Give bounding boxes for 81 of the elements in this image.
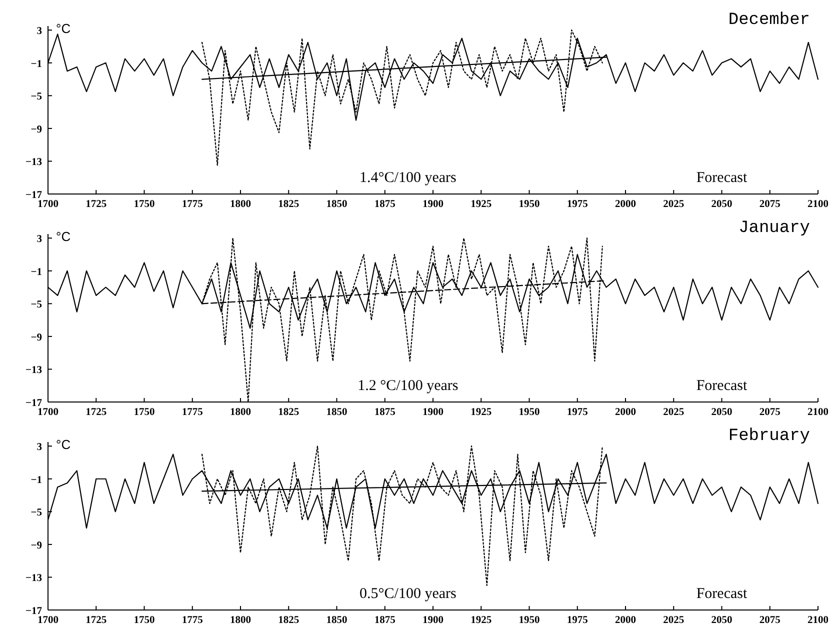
x-tick-label: 1775 (182, 615, 203, 626)
x-tick-label: 1875 (374, 615, 396, 626)
x-tick-label: 1950 (518, 407, 540, 418)
chart-title: February (728, 427, 810, 446)
y-tick-label: −13 (26, 157, 42, 168)
x-tick-label: 1750 (134, 199, 155, 210)
x-tick-label: 1800 (230, 407, 251, 418)
x-tick-label: 1825 (278, 199, 300, 210)
x-tick-label: 1800 (230, 615, 251, 626)
x-tick-label: 1725 (86, 407, 107, 418)
y-tick-label: −1 (30, 266, 42, 278)
y-axis-title: °C (56, 21, 71, 36)
x-tick-label: 1825 (278, 407, 300, 418)
x-tick-label: 1700 (38, 199, 58, 210)
x-tick-label: 2025 (663, 615, 684, 626)
chart-title: January (738, 219, 810, 238)
x-tick-label: 2000 (615, 615, 636, 626)
y-axis-title: °C (56, 229, 71, 244)
x-tick-label: 1800 (230, 199, 251, 210)
x-tick-label: 1925 (470, 199, 492, 210)
x-tick-label: 2000 (615, 199, 636, 210)
x-tick-label: 1825 (278, 615, 300, 626)
y-axis-title: °C (56, 437, 71, 452)
annotation: 0.5°C/100 years (360, 586, 457, 602)
y-tick-label: −9 (30, 332, 42, 344)
x-tick-label: 1975 (566, 199, 588, 210)
annotation: 1.4°C/100 years (360, 170, 457, 186)
x-tick-label: 1875 (374, 407, 396, 418)
x-tick-label: 1850 (326, 407, 348, 418)
x-tick-label: 1925 (470, 615, 492, 626)
x-tick-label: 2075 (759, 407, 780, 418)
x-tick-label: 1950 (518, 615, 540, 626)
x-tick-label: 1700 (38, 407, 58, 418)
x-tick-label: 2100 (808, 615, 828, 626)
y-tick-label: −1 (30, 474, 42, 486)
x-tick-label: 1725 (86, 199, 107, 210)
x-tick-label: 1975 (566, 407, 588, 418)
y-tick-label: −13 (26, 365, 42, 376)
y-tick-label: 3 (36, 442, 42, 454)
y-tick-label: −13 (26, 573, 42, 584)
x-tick-label: 1700 (38, 615, 58, 626)
y-tick-label: −1 (30, 58, 42, 70)
x-tick-label: 1900 (422, 407, 444, 418)
y-tick-label: −9 (30, 540, 42, 552)
annotation: Forecast (696, 378, 748, 394)
x-tick-label: 2025 (663, 407, 684, 418)
x-tick-label: 2025 (663, 199, 684, 210)
x-tick-label: 2100 (808, 199, 828, 210)
y-tick-label: −17 (26, 606, 42, 617)
x-tick-label: 1725 (86, 615, 107, 626)
annotation: Forecast (696, 170, 748, 186)
y-tick-label: 3 (36, 26, 42, 38)
x-tick-label: 1850 (326, 615, 348, 626)
y-tick-label: 3 (36, 234, 42, 246)
x-tick-label: 1925 (470, 407, 492, 418)
y-tick-label: −17 (26, 190, 42, 201)
x-tick-label: 1900 (422, 199, 444, 210)
annotation: Forecast (696, 586, 748, 602)
x-tick-label: 2100 (808, 407, 828, 418)
y-tick-label: −5 (30, 508, 42, 519)
y-tick-label: −9 (30, 124, 42, 136)
x-tick-label: 2000 (615, 407, 636, 418)
x-tick-label: 1775 (182, 407, 203, 418)
x-tick-label: 1950 (518, 199, 540, 210)
y-tick-label: −5 (30, 92, 42, 103)
annotation: 1.2 °C/100 years (358, 378, 458, 394)
y-tick-label: −5 (30, 300, 42, 311)
x-tick-label: 1850 (326, 199, 348, 210)
x-tick-label: 2050 (711, 407, 732, 418)
x-tick-label: 2050 (711, 615, 732, 626)
x-tick-label: 2075 (759, 615, 780, 626)
x-tick-label: 1775 (182, 199, 203, 210)
chart-title: December (728, 11, 810, 30)
x-tick-label: 2050 (711, 199, 732, 210)
x-tick-label: 1750 (134, 407, 155, 418)
x-tick-label: 1900 (422, 615, 444, 626)
x-tick-label: 2075 (759, 199, 780, 210)
x-tick-label: 1875 (374, 199, 396, 210)
x-tick-label: 1750 (134, 615, 155, 626)
x-tick-label: 1975 (566, 615, 588, 626)
y-tick-label: −17 (26, 398, 42, 409)
